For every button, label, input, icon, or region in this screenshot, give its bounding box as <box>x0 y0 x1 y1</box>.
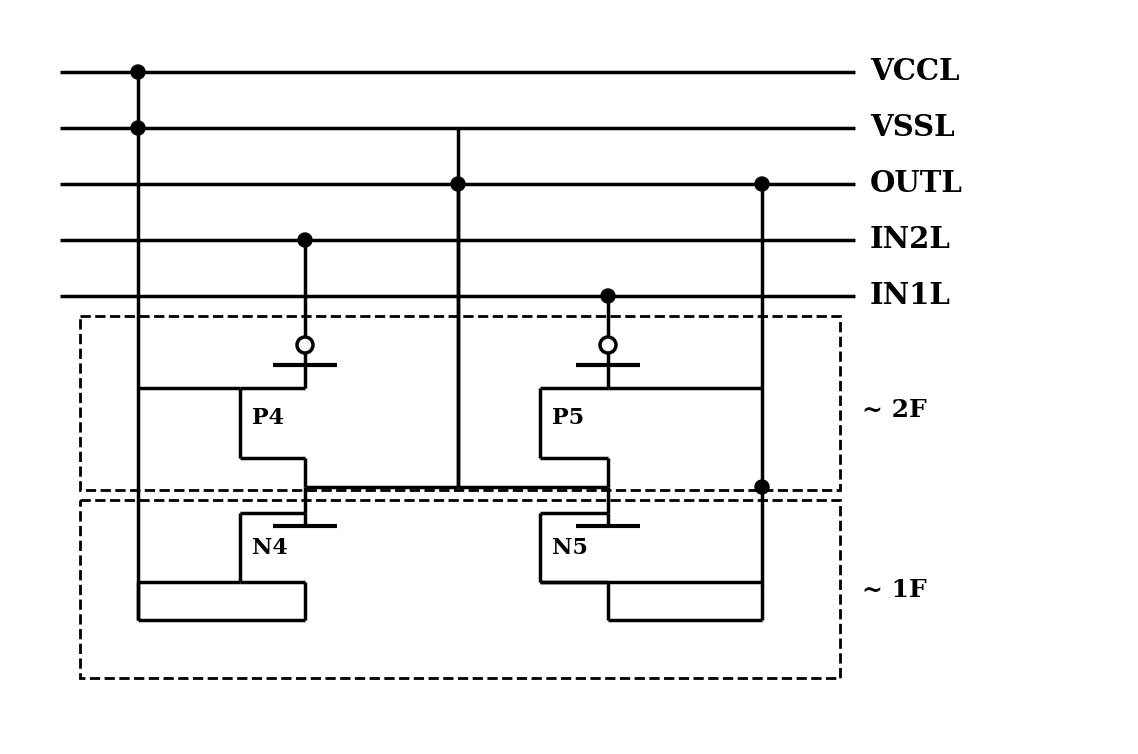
Text: IN2L: IN2L <box>869 225 951 255</box>
Circle shape <box>131 121 145 135</box>
Circle shape <box>754 177 769 191</box>
Text: ~ 2F: ~ 2F <box>861 398 926 422</box>
Circle shape <box>754 480 769 494</box>
Text: ~ 1F: ~ 1F <box>861 578 926 602</box>
Text: P5: P5 <box>552 407 584 429</box>
Text: OUTL: OUTL <box>869 170 963 198</box>
Text: P4: P4 <box>251 407 284 429</box>
Circle shape <box>601 289 615 303</box>
Text: N4: N4 <box>251 537 288 559</box>
Text: IN1L: IN1L <box>869 281 951 311</box>
Text: VSSL: VSSL <box>869 114 955 143</box>
Text: N5: N5 <box>552 537 588 559</box>
Circle shape <box>451 177 465 191</box>
Circle shape <box>298 233 312 247</box>
Circle shape <box>131 65 145 79</box>
Text: VCCL: VCCL <box>869 57 959 87</box>
